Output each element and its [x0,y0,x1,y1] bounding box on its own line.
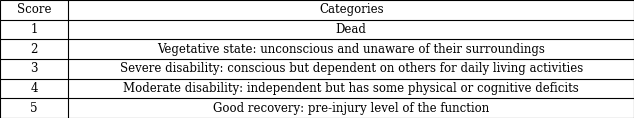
Text: Vegetative state: unconscious and unaware of their surroundings: Vegetative state: unconscious and unawar… [157,43,545,56]
Text: Score: Score [17,3,51,16]
Text: Moderate disability: independent but has some physical or cognitive deficits: Moderate disability: independent but has… [124,82,579,95]
Text: 5: 5 [30,102,38,115]
Text: 3: 3 [30,62,38,75]
Text: 1: 1 [30,23,38,36]
Text: Categories: Categories [319,3,384,16]
Text: 2: 2 [30,43,38,56]
Text: Dead: Dead [336,23,366,36]
Text: 4: 4 [30,82,38,95]
Text: Severe disability: conscious but dependent on others for daily living activities: Severe disability: conscious but depende… [120,62,583,75]
Text: Good recovery: pre-injury level of the function: Good recovery: pre-injury level of the f… [213,102,489,115]
